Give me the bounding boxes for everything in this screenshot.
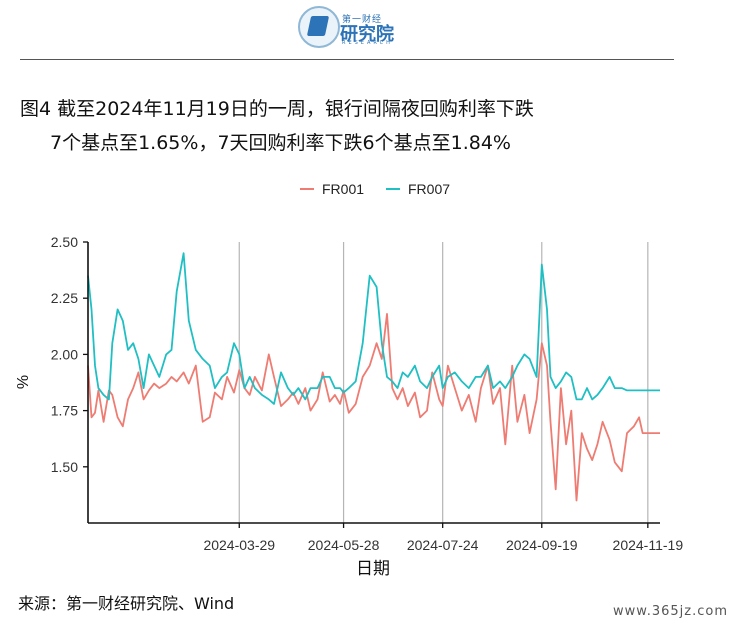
watermark: www.365jz.com (613, 604, 728, 619)
logo-emblem (298, 6, 340, 48)
y-tick-label: 2.25 (51, 290, 78, 306)
logo: 第一财经 研究院 RESEARCH (298, 6, 408, 48)
legend-label-fr001: FR001 (322, 181, 364, 197)
legend: FR001 FR007 (300, 181, 450, 197)
y-tick-label: 1.75 (51, 403, 78, 419)
y-tick-label: 1.50 (51, 459, 78, 475)
chart: FR001 FR007 1.50 1.75 2.00 2.25 2.50 2024-03-2… (15, 181, 684, 579)
x-tick-label: 2024-09-19 (506, 537, 578, 553)
x-tick-label: 2024-05-28 (308, 537, 380, 553)
header-divider (20, 59, 674, 60)
y-tick-label: 2.50 (51, 234, 78, 250)
source-note: 来源：第一财经研究院、Wind (18, 594, 235, 613)
logo-main-text: 研究院 (340, 24, 394, 45)
x-axis-label: 日期 (356, 559, 390, 579)
y-tick-label: 2.00 (51, 346, 78, 362)
legend-label-fr007: FR007 (408, 181, 450, 197)
grid-lines (238, 242, 649, 523)
axes: 1.50 1.75 2.00 2.25 2.50 2024-03-29 2024-05-28… (51, 234, 684, 553)
logo-top-text: 第一财经 (342, 15, 383, 25)
x-tick-label: 2024-03-29 (203, 537, 275, 553)
figure-title-line-2: 7个基点至1.65%，7天回购利率下跌6个基点至1.84% (50, 132, 511, 154)
figure-title-line-1: 图4 截至2024年11月19日的一周，银行间隔夜回购利率下跌 (20, 98, 534, 120)
logo-sub-text: RESEARCH (342, 40, 393, 46)
logo-book-icon (306, 16, 330, 36)
y-axis-label: % (15, 375, 32, 389)
x-tick-label: 2024-11-19 (613, 537, 684, 553)
series-line-fr007 (87, 252, 660, 405)
series-lines (87, 252, 660, 502)
x-tick-label: 2024-07-24 (407, 537, 479, 553)
series-line-fr001 (87, 312, 660, 502)
